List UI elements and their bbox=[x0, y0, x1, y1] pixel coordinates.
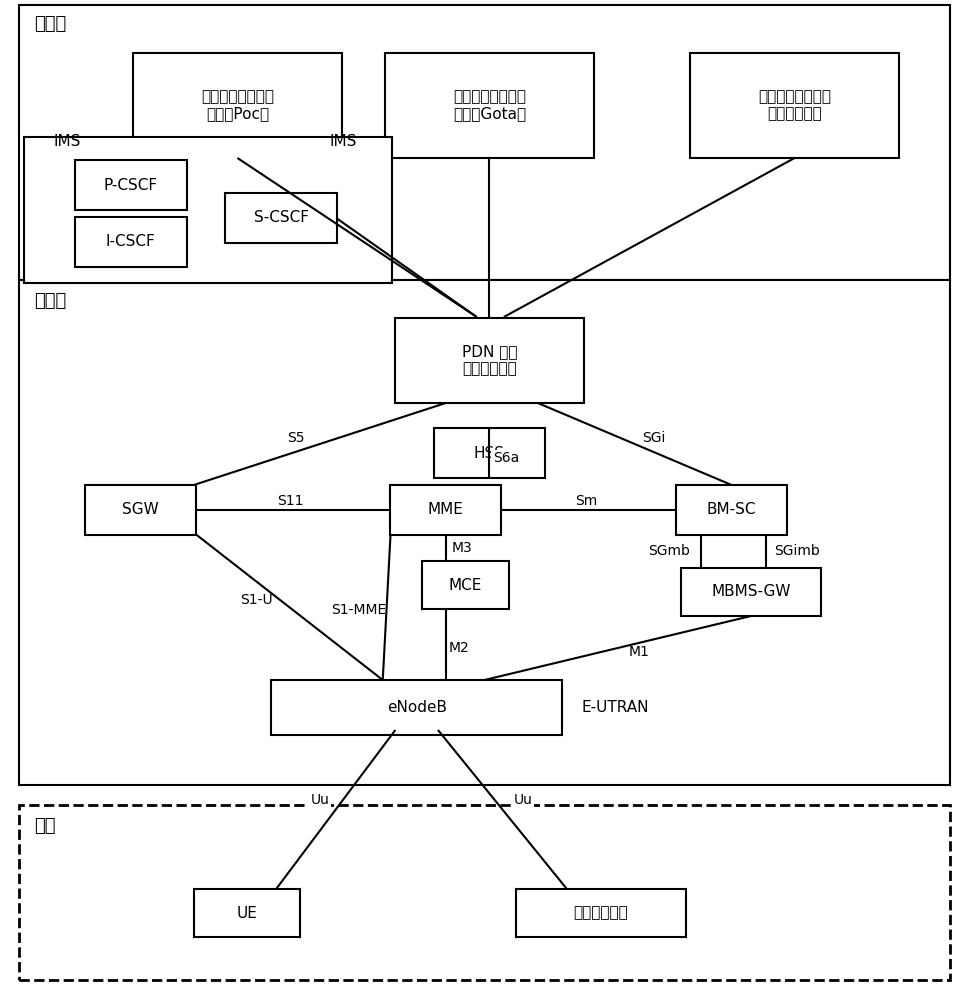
Text: MBMS-GW: MBMS-GW bbox=[711, 584, 791, 599]
Text: S5: S5 bbox=[287, 431, 304, 445]
Text: HSS: HSS bbox=[474, 446, 505, 460]
Bar bbox=[225, 193, 336, 243]
Bar bbox=[271, 680, 562, 734]
Text: IMS: IMS bbox=[53, 134, 80, 149]
Bar bbox=[76, 160, 186, 210]
Text: 网络侧: 网络侧 bbox=[34, 292, 66, 310]
Text: S-CSCF: S-CSCF bbox=[254, 211, 308, 226]
Bar bbox=[390, 485, 502, 535]
Text: M2: M2 bbox=[449, 641, 470, 655]
Text: 集群其他终端: 集群其他终端 bbox=[574, 906, 628, 920]
Text: Uu: Uu bbox=[514, 793, 533, 807]
Text: M3: M3 bbox=[452, 541, 473, 555]
Text: BM-SC: BM-SC bbox=[706, 502, 757, 518]
Bar bbox=[19, 805, 950, 980]
Text: S6a: S6a bbox=[492, 451, 519, 465]
Text: SGi: SGi bbox=[642, 431, 666, 445]
Text: PDN 网关
（支持集群）: PDN 网关 （支持集群） bbox=[461, 344, 517, 376]
Text: E-UTRAN: E-UTRAN bbox=[581, 700, 649, 714]
Text: M1: M1 bbox=[629, 645, 650, 659]
Text: Uu: Uu bbox=[310, 793, 329, 807]
Text: 集群应用服务器一
（基于Poc）: 集群应用服务器一 （基于Poc） bbox=[201, 89, 274, 121]
Bar bbox=[433, 428, 545, 478]
Text: UE: UE bbox=[236, 906, 258, 920]
Text: eNodeB: eNodeB bbox=[387, 700, 447, 714]
Text: I-CSCF: I-CSCF bbox=[106, 234, 156, 249]
Text: SGmb: SGmb bbox=[647, 544, 690, 558]
Bar bbox=[194, 889, 300, 937]
Text: S1-MME: S1-MME bbox=[330, 603, 387, 617]
Bar bbox=[24, 137, 392, 282]
Text: S11: S11 bbox=[277, 494, 304, 508]
Bar bbox=[690, 52, 898, 157]
Text: 集群应用服务器三
（其他类型）: 集群应用服务器三 （其他类型） bbox=[758, 89, 831, 121]
Bar bbox=[19, 280, 950, 785]
Bar bbox=[516, 889, 685, 937]
Text: S1-U: S1-U bbox=[240, 593, 273, 607]
Text: MME: MME bbox=[427, 502, 464, 518]
Text: 集群应用服务器二
（基于Gota）: 集群应用服务器二 （基于Gota） bbox=[453, 89, 526, 121]
Bar bbox=[680, 568, 821, 616]
Text: IMS: IMS bbox=[329, 134, 357, 149]
Text: P-CSCF: P-CSCF bbox=[104, 178, 158, 192]
Text: 应用侧: 应用侧 bbox=[34, 15, 66, 33]
Text: 终端: 终端 bbox=[34, 817, 55, 835]
Bar bbox=[76, 217, 186, 267]
Bar bbox=[385, 52, 593, 157]
Bar bbox=[394, 318, 583, 402]
Text: Sm: Sm bbox=[576, 494, 597, 508]
Bar bbox=[422, 561, 509, 609]
Text: SGW: SGW bbox=[122, 502, 159, 518]
Bar bbox=[676, 485, 787, 535]
Text: MCE: MCE bbox=[449, 578, 482, 592]
Bar bbox=[134, 52, 342, 157]
Bar bbox=[85, 485, 196, 535]
Bar bbox=[19, 5, 950, 280]
Text: SGimb: SGimb bbox=[773, 544, 820, 558]
